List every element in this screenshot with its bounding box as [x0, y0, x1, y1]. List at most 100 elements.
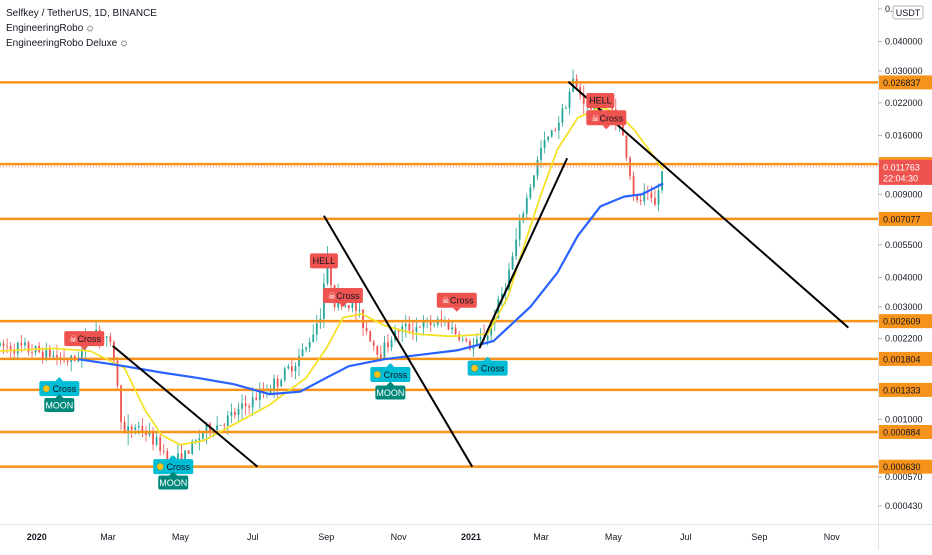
candle-body — [372, 341, 375, 346]
candle-body — [276, 378, 279, 387]
signal-buy[interactable]: Cross — [467, 356, 508, 376]
price-tick-label: 0.005500 — [885, 240, 923, 250]
gear-icon[interactable]: ⛭ — [84, 24, 94, 33]
candle-body — [234, 411, 236, 415]
candle-body — [305, 347, 308, 350]
signal-moon[interactable]: MOON — [375, 381, 406, 400]
candle-body — [27, 342, 30, 353]
candle-body — [408, 323, 411, 331]
level-label-box — [879, 211, 932, 226]
candle-body — [244, 403, 247, 407]
cross-label: Cross — [600, 113, 624, 123]
cross-sell-pointer — [80, 346, 89, 351]
time-label: Mar — [100, 532, 116, 542]
current-price-box — [879, 159, 932, 185]
current-price-value: 0.011763 — [883, 162, 920, 172]
cross-label: Cross — [77, 334, 101, 344]
level-label-box — [879, 314, 932, 329]
horizontal-levels — [0, 81, 878, 468]
candle-body — [515, 239, 518, 257]
candle-body — [255, 397, 258, 400]
hell-label: HELL — [589, 95, 612, 105]
candle-body — [500, 293, 503, 299]
candle-body — [209, 423, 211, 434]
candle-body — [109, 336, 112, 342]
candle-body — [543, 139, 546, 148]
level-label: 0.000884 — [883, 427, 921, 437]
candle-body — [565, 107, 567, 109]
candle-body — [77, 359, 80, 361]
candle-body — [468, 341, 471, 350]
signal-sell[interactable]: ☠ Cross — [586, 110, 627, 130]
price-tick-label: 0.022000 — [885, 98, 923, 108]
signal-moon[interactable]: MOON — [44, 394, 75, 413]
candle-body — [369, 331, 372, 342]
level-label: 0.007077 — [883, 214, 921, 224]
trend-line[interactable] — [323, 215, 474, 468]
candle-body — [330, 255, 332, 286]
candle-body — [650, 192, 653, 198]
signal-sell[interactable]: ☠ Cross — [322, 288, 363, 308]
cross-buy-pointer — [386, 362, 395, 367]
candle-body — [283, 368, 286, 381]
candle-body — [379, 354, 382, 358]
candle-body — [622, 120, 624, 136]
signal-sell[interactable]: ☠ Cross — [64, 331, 105, 351]
cross-sell-pointer — [602, 125, 611, 130]
indicator-1-label: EngineeringRobo — [6, 23, 84, 34]
candle-body — [387, 342, 389, 348]
candle-body — [52, 355, 55, 357]
candle-body — [41, 351, 44, 360]
time-label: Sep — [318, 532, 334, 542]
moon-box — [158, 475, 189, 490]
trend-line[interactable] — [112, 345, 259, 468]
candle-body — [230, 411, 233, 416]
moon-pointer — [386, 381, 395, 386]
candle-body — [511, 256, 514, 270]
signal-buy[interactable]: Cross — [370, 362, 411, 382]
candle-body — [48, 347, 51, 357]
ma-blue-line — [78, 182, 664, 396]
signal-buy[interactable]: Cross — [153, 455, 194, 475]
cross-label: Cross — [336, 291, 360, 301]
skull-icon: ☠ — [591, 113, 599, 123]
hell-box — [309, 253, 338, 269]
legend-title[interactable]: Selfkey / TetherUS, 1D, BINANCE — [6, 8, 157, 19]
candle-body — [461, 338, 464, 340]
candle-body — [561, 108, 564, 123]
candle-body — [486, 335, 489, 341]
signal-moon[interactable]: MOON — [158, 471, 189, 490]
candle-body — [241, 403, 243, 409]
candle-body — [533, 175, 535, 188]
legend-indicator-2[interactable]: EngineeringRobo Deluxe ⛭ — [6, 36, 157, 51]
signal-sell[interactable]: ☠ Cross — [436, 292, 477, 312]
moon-box — [44, 398, 75, 413]
signal-hell[interactable]: HELL — [586, 92, 615, 108]
signal-buy[interactable]: Cross — [39, 377, 80, 397]
candle-body — [458, 334, 461, 340]
candle-body — [547, 136, 550, 140]
trend-line[interactable] — [478, 157, 569, 349]
candle-body — [429, 319, 432, 326]
candle-body — [113, 341, 115, 361]
candle-body — [312, 334, 315, 342]
signal-hell[interactable]: HELL — [309, 253, 338, 269]
candle-body — [66, 360, 69, 362]
candle-body — [162, 451, 165, 452]
candle-body — [654, 197, 656, 205]
price-tick-label: 0.000570 — [885, 472, 923, 482]
currency-badge[interactable]: USDT — [892, 5, 924, 20]
legend-indicator-1[interactable]: EngineeringRobo ⛭ — [6, 21, 157, 36]
cross-buy-pointer — [483, 356, 492, 361]
currency-badge-box[interactable] — [892, 5, 924, 20]
gear-icon[interactable]: ⛭ — [118, 39, 128, 48]
candle-body — [540, 147, 542, 160]
candle-body — [472, 345, 475, 350]
candle-body — [593, 107, 596, 110]
coin-icon — [373, 370, 381, 378]
candle-body — [636, 195, 639, 201]
